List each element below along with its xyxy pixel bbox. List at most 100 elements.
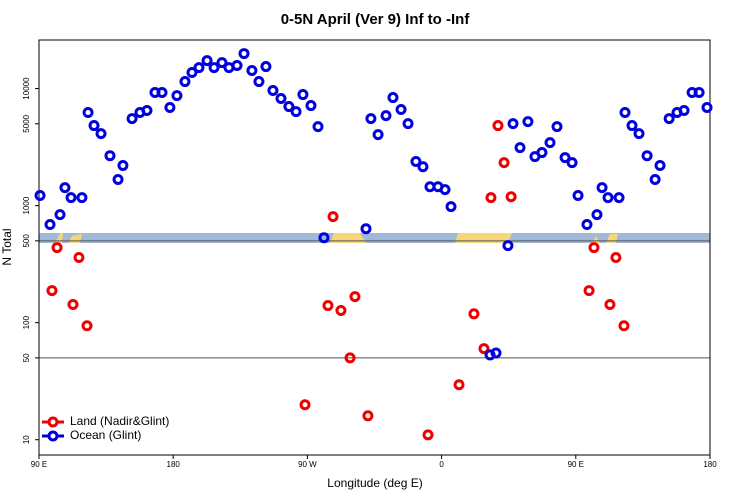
point — [588, 242, 600, 254]
point — [402, 118, 414, 130]
point — [260, 61, 272, 73]
x-axis-label: Longitude (deg E) — [327, 476, 422, 490]
point — [327, 211, 339, 223]
point — [490, 347, 502, 359]
point — [171, 90, 183, 102]
land-patch — [455, 233, 512, 243]
point — [95, 128, 107, 140]
y-tick-label: 50 — [22, 353, 31, 362]
point — [164, 102, 176, 114]
point — [613, 192, 625, 204]
series — [46, 120, 630, 441]
legend-marker — [47, 430, 59, 442]
y-tick-label: 500 — [22, 234, 31, 248]
point — [445, 201, 457, 213]
point — [468, 308, 480, 320]
point — [514, 142, 526, 154]
point — [34, 190, 46, 202]
point — [581, 219, 593, 231]
point — [67, 298, 79, 310]
point — [610, 252, 622, 264]
point — [216, 57, 228, 69]
point — [395, 104, 407, 116]
x-tick-label: 180 — [703, 460, 717, 469]
series — [34, 48, 713, 361]
point — [312, 121, 324, 133]
point — [663, 113, 675, 125]
point — [566, 157, 578, 169]
surface-strip — [39, 233, 710, 243]
point — [88, 120, 100, 132]
point — [417, 161, 429, 173]
point — [365, 113, 377, 125]
point — [82, 107, 94, 119]
point — [322, 300, 334, 312]
point — [335, 305, 347, 317]
point — [372, 129, 384, 141]
point — [51, 242, 63, 254]
point — [360, 223, 372, 235]
point — [104, 150, 116, 162]
point — [453, 379, 465, 391]
point — [618, 320, 630, 332]
point — [626, 120, 638, 132]
point — [701, 102, 713, 114]
point — [678, 105, 690, 117]
point — [141, 105, 153, 117]
point — [186, 67, 198, 79]
point — [439, 184, 451, 196]
point — [410, 156, 422, 168]
point — [633, 128, 645, 140]
point — [297, 89, 309, 101]
point — [65, 192, 77, 204]
point — [604, 298, 616, 310]
point — [156, 87, 168, 99]
point — [283, 101, 295, 113]
point — [44, 219, 56, 231]
plot-frame — [38, 39, 711, 456]
point — [693, 87, 705, 99]
point — [208, 62, 220, 74]
legend-label: Land (Nadir&Glint) — [70, 414, 169, 428]
point — [59, 182, 71, 194]
point — [422, 429, 434, 441]
y-tick-label: 1000 — [22, 196, 31, 214]
x-tick-label: 0 — [439, 460, 444, 469]
point — [619, 107, 631, 119]
point — [238, 48, 250, 60]
point — [179, 76, 191, 88]
point — [267, 85, 279, 97]
y-tick-label: 10 — [22, 435, 31, 444]
point — [498, 157, 510, 169]
point — [536, 147, 548, 159]
y-tick-label: 10000 — [22, 77, 31, 100]
legend-marker — [47, 416, 59, 428]
point — [246, 65, 258, 77]
point — [583, 285, 595, 297]
point — [362, 410, 374, 422]
point — [572, 190, 584, 202]
y-tick-label: 5000 — [22, 114, 31, 132]
point — [126, 113, 138, 125]
point — [290, 106, 302, 118]
point — [602, 192, 614, 204]
point — [112, 174, 124, 186]
point — [76, 192, 88, 204]
ocean-strip — [39, 233, 710, 243]
legend-label: Ocean (Glint) — [70, 428, 141, 442]
point — [507, 118, 519, 130]
point — [46, 285, 58, 297]
point — [559, 152, 571, 164]
point — [344, 352, 356, 364]
land-patch — [330, 233, 366, 243]
point — [54, 209, 66, 221]
point — [201, 55, 213, 67]
point — [522, 116, 534, 128]
point — [349, 291, 361, 303]
point — [117, 160, 129, 172]
point — [305, 100, 317, 112]
point — [387, 92, 399, 104]
chart-title: 0-5N April (Ver 9) Inf to -Inf — [281, 11, 471, 28]
x-tick-label: 90 E — [31, 460, 47, 469]
